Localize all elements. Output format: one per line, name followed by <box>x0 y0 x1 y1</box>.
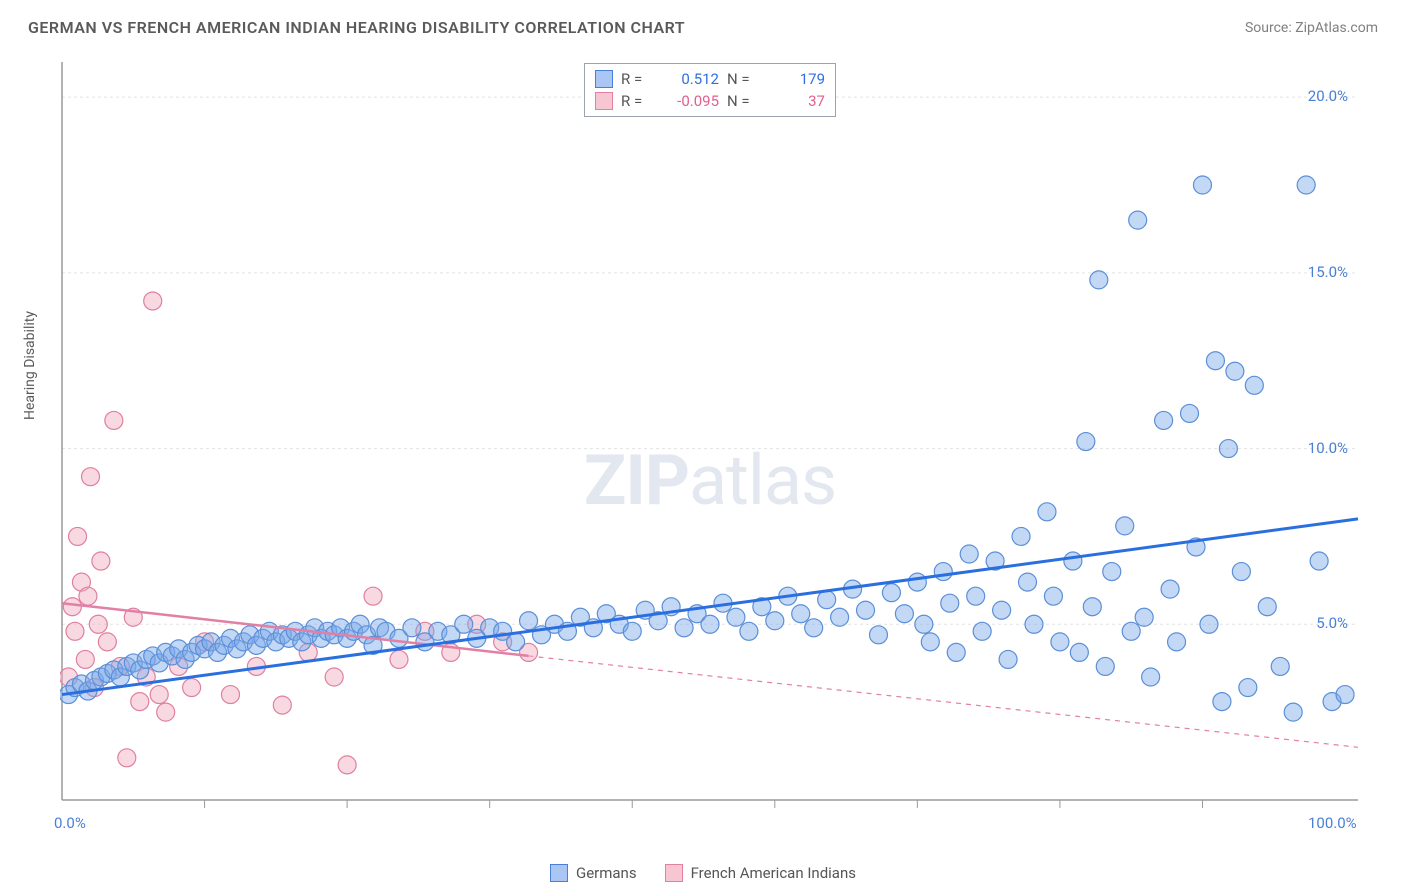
scatter-chart <box>60 60 1360 820</box>
x-tick-label: 100.0% <box>1308 814 1357 832</box>
swatch-blue <box>550 864 568 882</box>
y-tick-label: 20.0% <box>1308 87 1348 105</box>
legend-item-french: French American Indians <box>665 864 856 882</box>
y-axis-label: Hearing Disability <box>22 311 38 420</box>
legend-row-french: R = -0.095 N = 37 <box>595 90 825 112</box>
legend-item-germans: Germans <box>550 864 637 882</box>
y-tick-label: 15.0% <box>1308 263 1348 281</box>
chart-title: GERMAN VS FRENCH AMERICAN INDIAN HEARING… <box>28 18 685 37</box>
legend-row-germans: R = 0.512 N = 179 <box>595 68 825 90</box>
swatch-pink <box>595 92 613 110</box>
legend-correlation: R = 0.512 N = 179 R = -0.095 N = 37 <box>584 63 836 117</box>
y-tick-label: 10.0% <box>1308 439 1348 457</box>
swatch-blue <box>595 70 613 88</box>
source-label: Source: ZipAtlas.com <box>1245 20 1378 36</box>
y-tick-label: 5.0% <box>1316 614 1348 632</box>
swatch-pink <box>665 864 683 882</box>
chart-area: ZIPatlas R = 0.512 N = 179 R = -0.095 N … <box>60 60 1360 820</box>
x-tick-label: 0.0% <box>54 814 86 832</box>
legend-series: Germans French American Indians <box>550 864 856 882</box>
